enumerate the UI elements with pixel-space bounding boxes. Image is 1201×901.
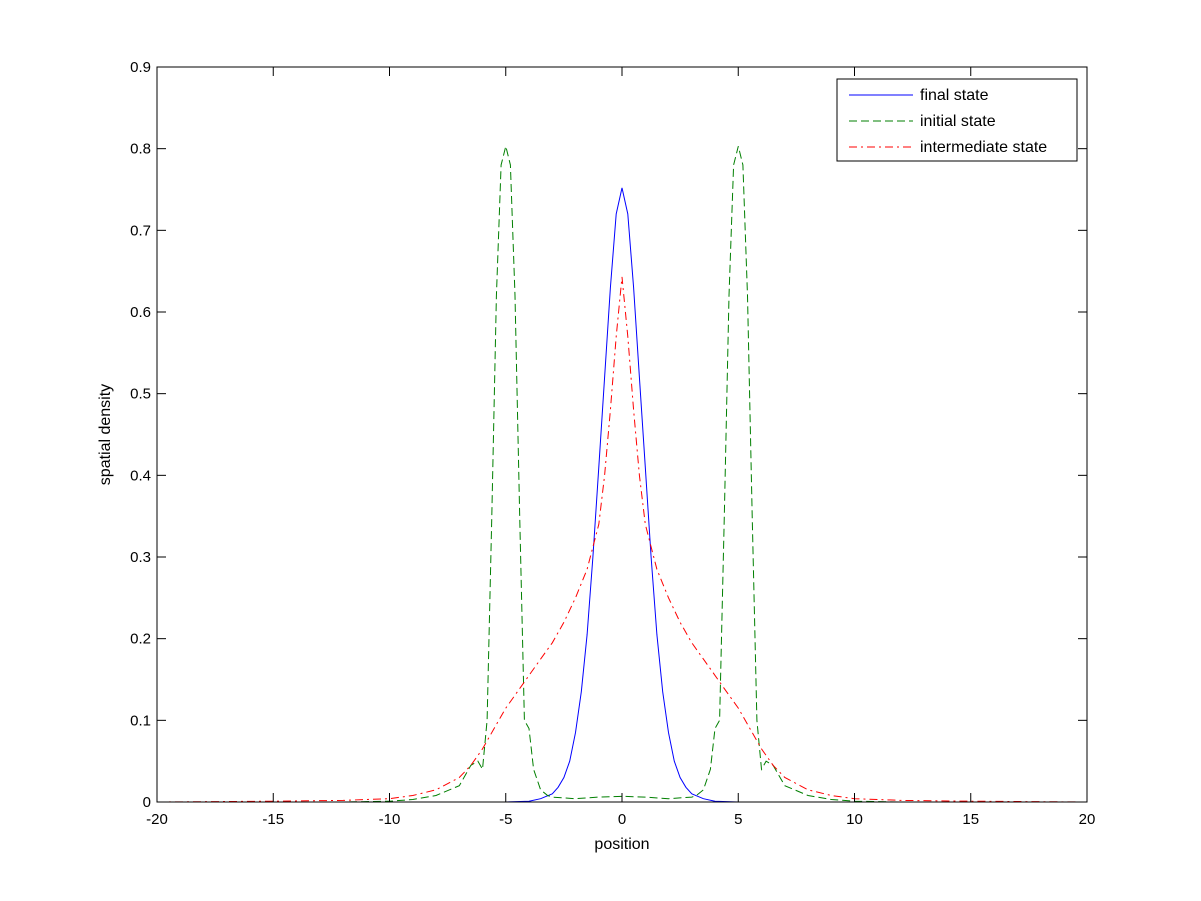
legend-box bbox=[836, 78, 1078, 162]
y-tick-label: 0.8 bbox=[130, 141, 151, 158]
x-tick-label: -20 bbox=[146, 811, 168, 828]
x-tick-label: -15 bbox=[262, 811, 284, 828]
y-axis-label: spatial density bbox=[97, 384, 114, 485]
series-line-intermediate-state bbox=[156, 276, 1088, 803]
y-tick-label: 0.3 bbox=[130, 549, 151, 566]
y-tick-label: 0 bbox=[143, 794, 151, 811]
x-tick-label: -5 bbox=[499, 811, 512, 828]
x-tick-label: -10 bbox=[379, 811, 401, 828]
y-tick-label: 0.1 bbox=[130, 712, 151, 729]
axis-ticks: -20 -15 -10 -5 0 5 10 15 20 0 0.1 0.2 0.3 0.4 0.5 0.6 0.… bbox=[130, 59, 1095, 828]
legend: final state initial state intermediate s… bbox=[836, 78, 1078, 162]
y-tick-label: 0.6 bbox=[130, 304, 151, 321]
y-tick-label: 0.4 bbox=[130, 467, 151, 484]
x-tick-label: 0 bbox=[618, 811, 626, 828]
x-tick-label: 20 bbox=[1079, 811, 1096, 828]
y-tick-label: 0.7 bbox=[130, 222, 151, 239]
x-axis-label: position bbox=[594, 836, 649, 853]
series-line-final-state bbox=[157, 187, 1087, 803]
series-line-initial-state bbox=[157, 146, 1087, 803]
y-tick-label: 0.5 bbox=[130, 386, 151, 403]
series-layer bbox=[156, 146, 1088, 803]
x-tick-label: 5 bbox=[734, 811, 742, 828]
legend-label-intermediate-state: intermediate state bbox=[920, 139, 1047, 156]
y-tick-label: 0.9 bbox=[130, 59, 151, 76]
x-tick-label: 10 bbox=[846, 811, 863, 828]
y-tick-label: 0.2 bbox=[130, 631, 151, 648]
legend-label-initial-state: initial state bbox=[920, 113, 996, 130]
x-tick-label: 15 bbox=[962, 811, 979, 828]
legend-label-final-state: final state bbox=[920, 87, 989, 104]
